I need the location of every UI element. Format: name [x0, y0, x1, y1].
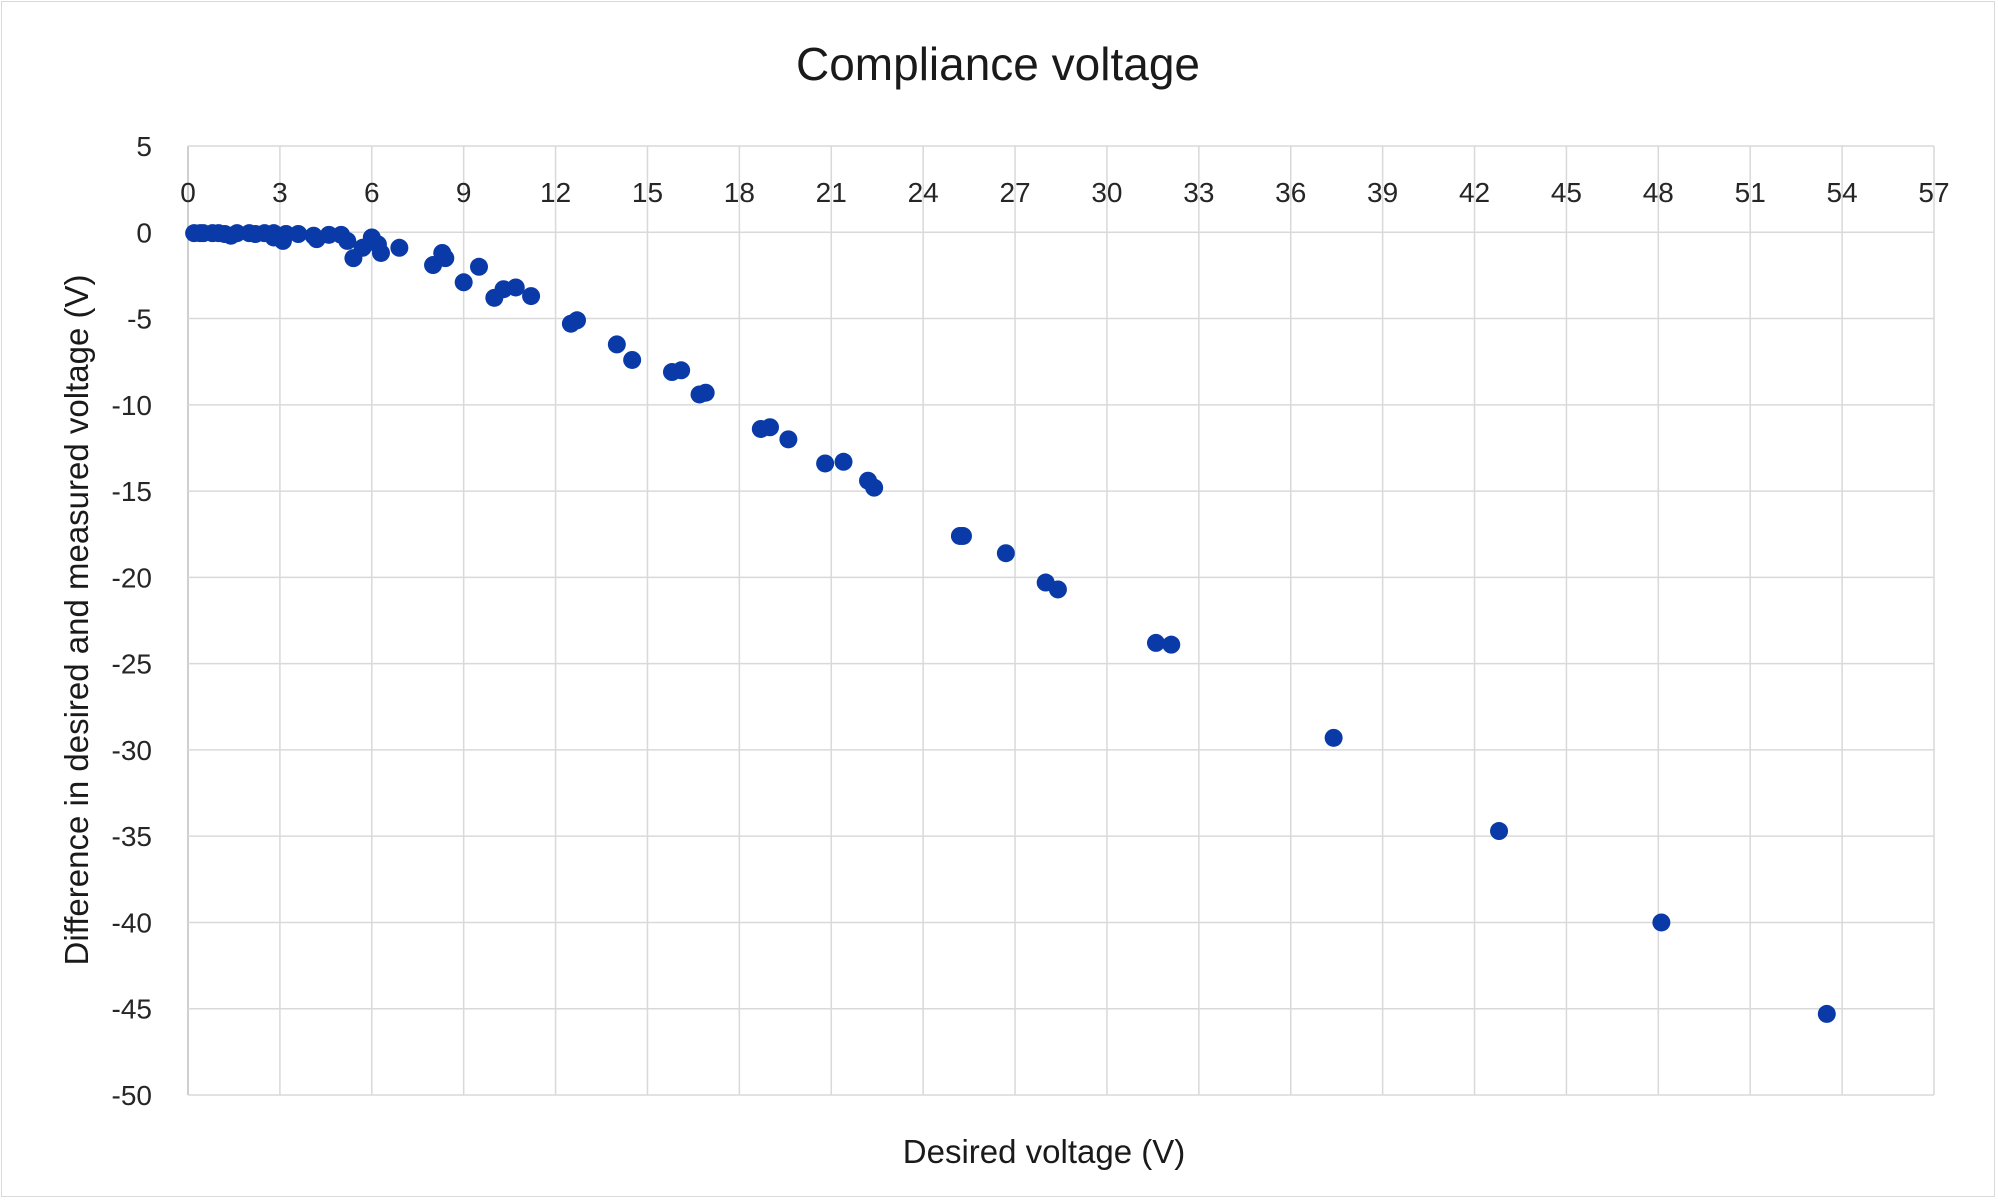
x-tick-label: 39: [1367, 177, 1398, 208]
x-tick-label: 33: [1183, 177, 1214, 208]
data-point: [1490, 822, 1509, 841]
y-tick-label: -10: [112, 390, 152, 421]
data-point: [390, 238, 409, 257]
data-point: [454, 273, 473, 292]
x-tick-label: 6: [364, 177, 380, 208]
y-tick-label: -30: [112, 735, 152, 766]
data-point: [436, 249, 455, 268]
data-point: [672, 361, 691, 380]
data-point: [1817, 1004, 1836, 1023]
data-point: [1324, 728, 1343, 747]
x-tick-label: 51: [1735, 177, 1766, 208]
data-point: [761, 418, 779, 437]
x-tick-label: 0: [180, 177, 196, 208]
data-point: [779, 430, 798, 449]
x-tick-label: 54: [1827, 177, 1858, 208]
y-tick-label: -35: [112, 821, 152, 852]
x-tick-label: 45: [1551, 177, 1582, 208]
y-axis-title: Difference in desired and measured volta…: [58, 275, 95, 966]
y-tick-labels: 5 0 -5 -10 -15 -20 -25 -30 -35 -40 -45 -50: [112, 131, 152, 1111]
data-point: [1048, 580, 1067, 599]
data-point: [522, 287, 541, 306]
data-point: [816, 454, 835, 473]
x-axis-title: Desired voltage (V): [903, 1133, 1185, 1170]
data-point: [470, 257, 488, 276]
y-tick-label: 5: [136, 131, 152, 162]
y-tick-label: -45: [112, 994, 152, 1025]
data-point: [996, 544, 1015, 563]
x-tick-label: 27: [999, 177, 1030, 208]
data-point: [338, 231, 357, 250]
data-point: [289, 224, 308, 243]
x-tick-label: 12: [540, 177, 571, 208]
y-tick-label: -20: [112, 562, 152, 593]
chart-title: Compliance voltage: [796, 38, 1200, 90]
x-tick-label: 57: [1918, 177, 1949, 208]
data-point: [696, 383, 715, 402]
data-point: [1652, 913, 1671, 932]
x-tick-label: 9: [456, 177, 472, 208]
data-point: [953, 526, 972, 545]
x-tick-label: 30: [1091, 177, 1122, 208]
x-tick-label: 24: [908, 177, 939, 208]
gridlines: [187, 145, 1935, 1096]
data-point: [865, 478, 884, 497]
y-tick-label: -50: [112, 1080, 152, 1111]
y-tick-label: 0: [136, 217, 152, 248]
y-tick-label: -5: [127, 304, 152, 335]
y-tick-label: -40: [112, 907, 152, 938]
data-point: [371, 243, 390, 262]
x-tick-label: 21: [816, 177, 847, 208]
data-point: [834, 452, 853, 471]
x-tick-label: 18: [724, 177, 755, 208]
x-tick-labels: 0 3 6 9 12 15 18 21 24 27 30 33 36 39 42 45 48 51 54 57: [180, 177, 1949, 208]
x-tick-label: 36: [1275, 177, 1306, 208]
x-tick-label: 3: [272, 177, 288, 208]
data-point: [1162, 635, 1181, 654]
data-point: [506, 278, 525, 297]
data-point: [623, 350, 642, 369]
y-tick-label: -15: [112, 476, 152, 507]
data-points: [185, 224, 1836, 1023]
x-tick-label: 15: [632, 177, 663, 208]
data-point: [1146, 633, 1165, 652]
x-tick-label: 48: [1643, 177, 1674, 208]
data-point: [568, 311, 587, 330]
x-tick-label: 42: [1459, 177, 1490, 208]
y-tick-label: -25: [112, 649, 152, 680]
data-point: [607, 335, 626, 354]
